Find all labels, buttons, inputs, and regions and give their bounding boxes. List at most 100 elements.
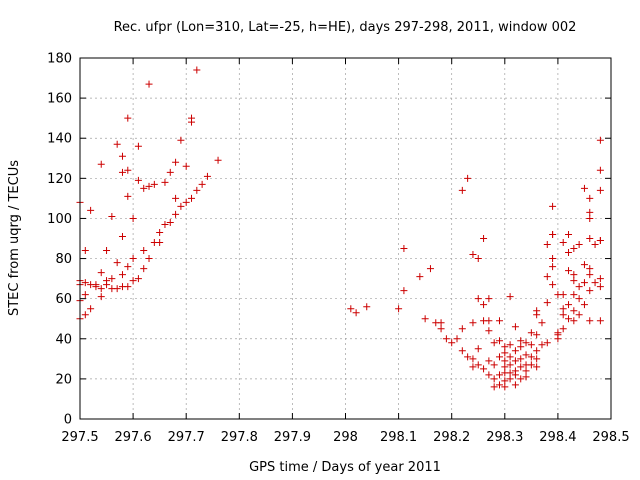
data-point — [591, 241, 599, 249]
x-tick-label: 298 — [333, 430, 358, 445]
data-point — [575, 311, 583, 319]
data-point — [495, 353, 503, 361]
data-point — [188, 114, 196, 122]
data-point — [506, 375, 514, 383]
y-tick-label: 0 — [64, 413, 72, 428]
data-point — [118, 271, 126, 279]
data-point — [570, 307, 578, 315]
data-point — [596, 283, 604, 291]
data-point — [480, 235, 488, 242]
data-point — [586, 214, 594, 222]
data-point — [347, 305, 355, 313]
data-point — [490, 383, 498, 391]
x-tick-label: 297.9 — [274, 430, 311, 445]
data-point — [172, 194, 180, 202]
data-point — [182, 162, 190, 170]
data-point — [575, 295, 583, 303]
data-point — [490, 339, 498, 347]
data-point — [182, 198, 190, 206]
data-point — [437, 319, 445, 327]
data-point — [124, 283, 132, 291]
data-point — [426, 265, 434, 273]
data-point — [580, 301, 588, 309]
data-point — [485, 317, 493, 325]
data-point — [474, 361, 482, 369]
data-point — [517, 375, 525, 383]
data-point — [549, 230, 557, 238]
data-point — [124, 166, 132, 174]
data-point — [97, 269, 105, 277]
data-point — [172, 210, 180, 218]
plot-frame — [79, 57, 612, 420]
data-point — [596, 317, 604, 325]
data-point — [586, 235, 594, 242]
data-point — [522, 373, 530, 381]
data-point — [559, 239, 567, 247]
data-point — [506, 341, 514, 349]
data-point — [485, 327, 493, 335]
data-point — [97, 160, 105, 168]
data-point — [533, 363, 541, 371]
data-point — [103, 247, 111, 255]
data-point — [172, 158, 180, 166]
data-point — [469, 251, 477, 259]
data-point — [511, 347, 519, 355]
data-point — [522, 339, 530, 347]
data-point — [501, 357, 509, 365]
data-point — [559, 311, 567, 319]
data-point — [124, 114, 132, 122]
data-point — [596, 166, 604, 174]
data-point — [458, 347, 466, 355]
data-point — [495, 337, 503, 345]
data-point — [97, 285, 105, 293]
y-tick-label: 80 — [55, 252, 72, 267]
data-point — [485, 357, 493, 365]
data-point — [134, 142, 142, 150]
data-point — [400, 287, 408, 295]
data-point — [549, 281, 557, 289]
y-tick-label: 100 — [47, 212, 72, 227]
data-point — [145, 255, 153, 263]
data-point — [559, 325, 567, 333]
y-tick-label: 120 — [47, 172, 72, 187]
data-point — [559, 305, 567, 313]
data-point — [511, 357, 519, 365]
data-point — [527, 361, 535, 369]
data-point — [527, 329, 535, 337]
data-point — [469, 319, 477, 327]
data-point — [474, 255, 482, 263]
data-point — [203, 172, 211, 180]
data-point — [570, 271, 578, 279]
x-tick-label: 298.2 — [433, 430, 470, 445]
data-point — [81, 291, 89, 299]
data-point — [495, 371, 503, 379]
data-point — [533, 331, 541, 339]
data-point — [400, 245, 408, 253]
data-point — [543, 241, 551, 249]
data-point — [580, 261, 588, 269]
data-point — [495, 381, 503, 389]
data-point — [113, 140, 121, 148]
data-point — [437, 325, 445, 333]
x-tick-label: 298.1 — [380, 430, 417, 445]
grid — [80, 58, 611, 419]
data-point — [166, 218, 174, 226]
data-point — [580, 279, 588, 287]
data-point — [140, 184, 148, 192]
data-point — [533, 347, 541, 355]
data-point — [156, 228, 164, 236]
data-point — [416, 273, 424, 281]
data-point — [480, 301, 488, 309]
data-point — [596, 275, 604, 283]
data-point — [352, 309, 360, 317]
data-point — [145, 80, 153, 88]
y-tick-label: 160 — [47, 92, 72, 107]
data-point — [565, 267, 573, 275]
data-point — [485, 371, 493, 379]
data-point — [469, 363, 477, 371]
data-point — [580, 184, 588, 192]
x-axis-label: GPS time / Days of year 2011 — [249, 460, 441, 475]
data-point — [522, 351, 530, 359]
data-point — [538, 341, 546, 349]
x-tick-label: 297.8 — [221, 430, 258, 445]
